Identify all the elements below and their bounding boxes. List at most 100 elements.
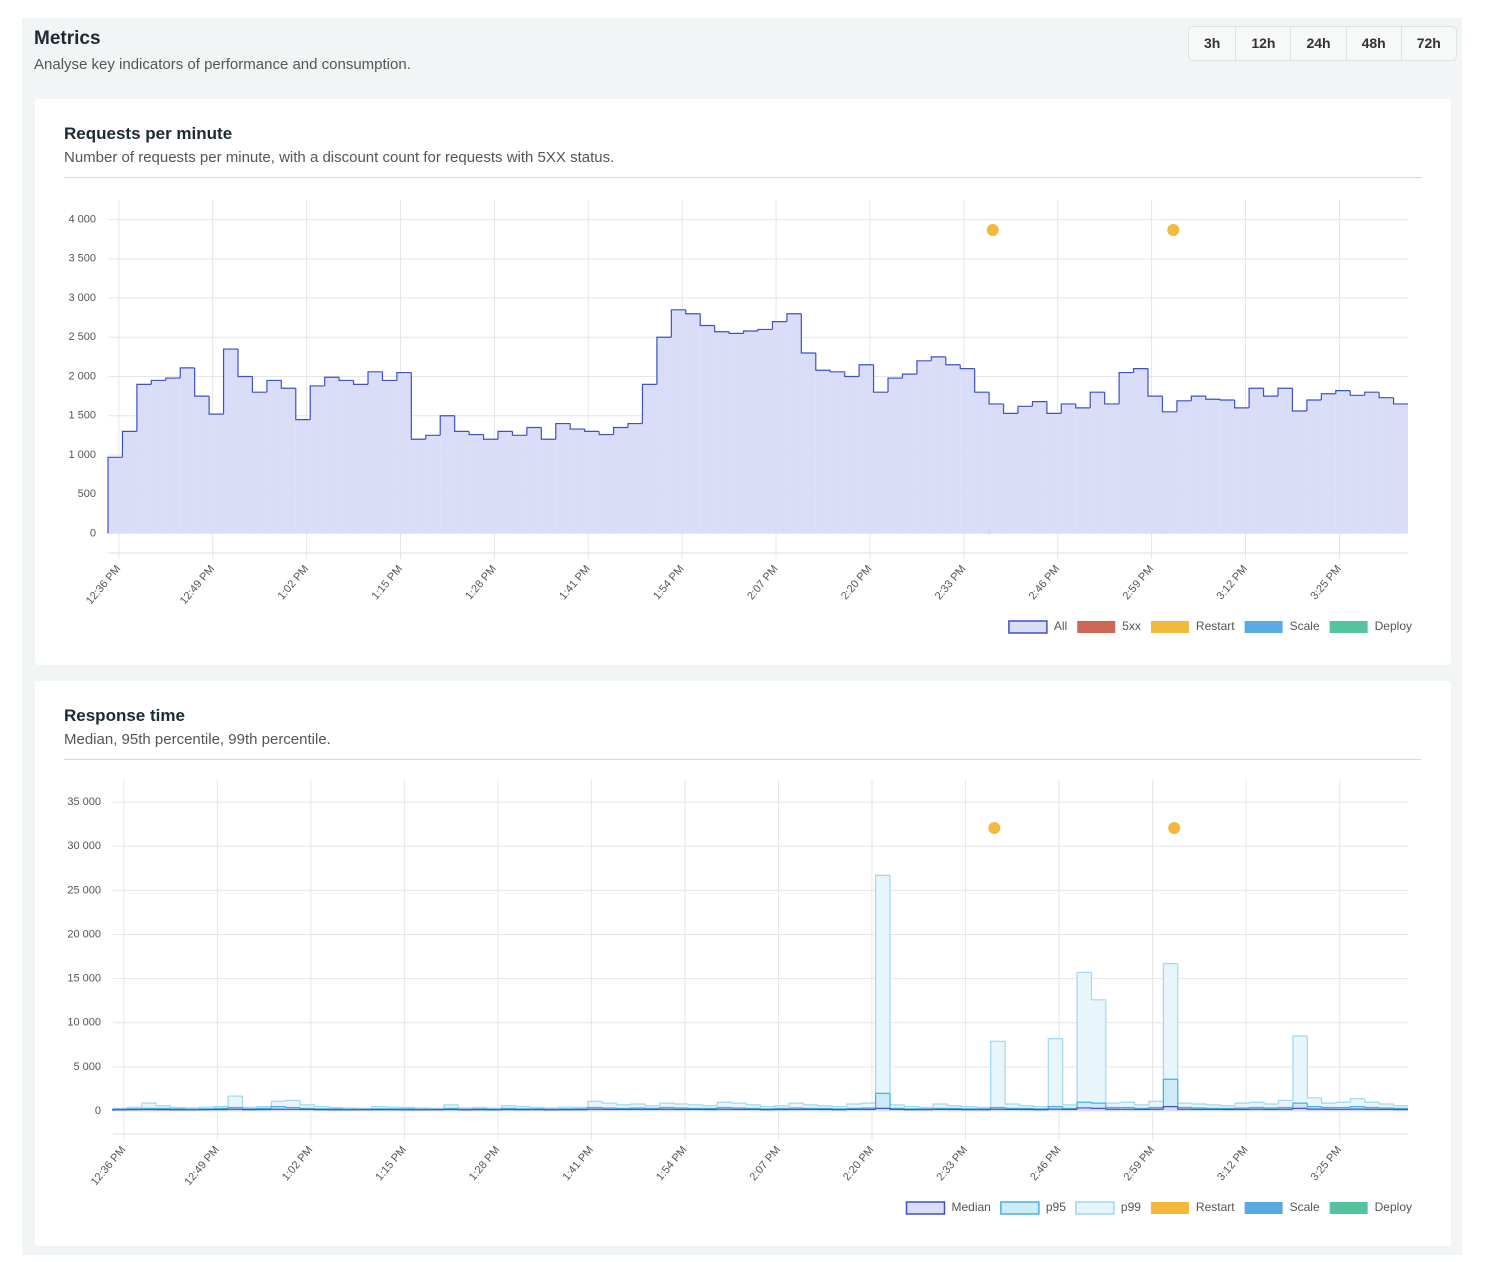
y-tick-label: 500 <box>78 488 96 500</box>
step-line <box>872 364 888 393</box>
range-button[interactable]: 12h <box>1235 27 1290 60</box>
step-area <box>180 367 195 534</box>
step-line <box>988 392 1004 405</box>
legend-label: p99 <box>1121 1200 1141 1214</box>
step-line <box>1176 400 1192 412</box>
step-line <box>497 430 513 440</box>
step-line <box>1321 1097 1337 1104</box>
step-area <box>1005 1103 1020 1112</box>
step-line <box>1090 1102 1106 1104</box>
divider <box>64 177 1421 178</box>
y-tick-label: 30 000 <box>67 840 101 852</box>
event-marker <box>1167 224 1180 236</box>
x-tick-label: 12:36 PM <box>89 1144 128 1188</box>
legend-label: Deploy <box>1375 1200 1412 1214</box>
step-area <box>916 360 932 534</box>
step-area <box>256 1109 272 1112</box>
step-area <box>1149 1109 1164 1112</box>
step-line <box>1002 403 1018 414</box>
step-area <box>772 321 787 534</box>
step-area <box>396 372 412 534</box>
step-area <box>498 431 513 534</box>
step-area <box>714 331 730 534</box>
step-area <box>1379 397 1394 534</box>
step-line <box>1105 1108 1121 1110</box>
step-line <box>844 371 860 378</box>
range-button[interactable]: 3h <box>1204 35 1221 51</box>
step-area <box>1292 1036 1308 1112</box>
step-area <box>961 1109 977 1112</box>
step-line <box>1306 1108 1322 1110</box>
step-line <box>1162 1106 1178 1110</box>
step-area <box>1046 413 1062 534</box>
step-area <box>1032 401 1047 534</box>
range-button[interactable]: 72h <box>1400 27 1456 60</box>
step-area <box>945 364 961 534</box>
step-line <box>1017 405 1033 414</box>
step-line <box>587 1106 603 1109</box>
step-area <box>746 1109 761 1112</box>
step-area <box>1091 999 1106 1112</box>
step-line <box>222 348 238 415</box>
step-area <box>674 1109 689 1112</box>
step-area <box>1048 1109 1063 1112</box>
step-area <box>559 1109 574 1112</box>
x-tick-label: 12:36 PM <box>84 563 123 607</box>
y-tick-label: 2 500 <box>68 331 96 343</box>
step-line <box>237 349 253 378</box>
x-tick-label: 1:41 PM <box>557 563 593 602</box>
legend-label: Restart <box>1196 1200 1235 1214</box>
step-area <box>1234 407 1250 534</box>
step-area <box>1163 1106 1178 1112</box>
range-button[interactable]: 48h <box>1345 27 1401 60</box>
step-line <box>208 396 224 415</box>
step-line <box>800 313 816 354</box>
step-area <box>429 1109 444 1112</box>
step-area <box>113 1109 128 1112</box>
legend-label: All <box>1054 619 1067 633</box>
step-area <box>310 385 325 534</box>
step-line <box>1349 390 1365 396</box>
step-line <box>1134 1102 1149 1106</box>
page-subtitle: Analyse key indicators of performance an… <box>34 56 411 73</box>
x-tick-label: 3:25 PM <box>1309 1144 1345 1183</box>
step-line <box>1033 1105 1049 1108</box>
step-area <box>425 435 441 534</box>
step-line <box>241 1096 257 1109</box>
step-line <box>285 1099 301 1102</box>
step-area <box>1018 406 1033 534</box>
step-line <box>1119 1101 1135 1104</box>
step-area <box>890 1109 905 1112</box>
range-button[interactable]: 24h <box>1290 27 1345 60</box>
step-line <box>169 1105 185 1109</box>
step-area <box>1134 1109 1149 1112</box>
step-area <box>1090 392 1105 534</box>
step-line <box>328 1106 344 1109</box>
step-area <box>801 352 816 534</box>
y-tick-label: 0 <box>95 1105 101 1117</box>
x-tick-label: 1:41 PM <box>560 1144 596 1183</box>
step-area <box>642 384 657 534</box>
step-line <box>829 370 845 373</box>
step-area <box>1220 1109 1236 1112</box>
step-area <box>789 1109 804 1112</box>
step-area <box>382 380 397 534</box>
step-area <box>472 1109 488 1112</box>
legend-label: 5xx <box>1122 619 1141 633</box>
step-area <box>1278 1109 1293 1112</box>
step-line <box>858 364 874 377</box>
step-line <box>439 415 455 436</box>
step-line <box>889 1108 905 1111</box>
step-line <box>227 1106 243 1109</box>
step-area <box>1249 1102 1265 1112</box>
step-area <box>904 1109 919 1112</box>
step-line <box>270 1106 286 1109</box>
step-area <box>165 378 181 534</box>
step-line <box>1031 401 1047 407</box>
step-area <box>990 1109 1006 1112</box>
step-area <box>760 1109 775 1112</box>
step-line <box>860 1102 876 1104</box>
step-line <box>1364 1098 1380 1103</box>
step-area <box>1176 400 1192 534</box>
step-line <box>742 330 758 334</box>
